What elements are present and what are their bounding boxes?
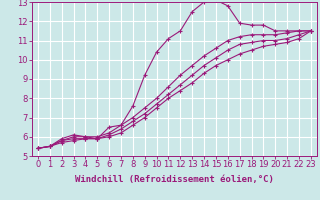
X-axis label: Windchill (Refroidissement éolien,°C): Windchill (Refroidissement éolien,°C) [75, 175, 274, 184]
